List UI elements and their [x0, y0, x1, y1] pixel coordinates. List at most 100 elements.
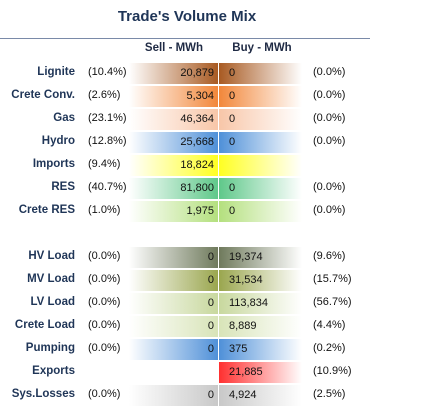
row-label: Crete Load	[14, 319, 75, 331]
buy-cell: 0	[219, 201, 302, 222]
buy-cell: 0	[219, 178, 302, 199]
buy-percent: (56.7%)	[313, 296, 352, 308]
buy-value: 375	[229, 343, 248, 355]
buy-cell: 0	[219, 132, 302, 153]
buy-value: 21,885	[229, 366, 263, 378]
table-row: Exports 21,885 (10.9%)	[0, 362, 424, 383]
table-row: Gas (23.1%) 46,364 0 (0.0%)	[0, 109, 424, 130]
sell-value: 0	[207, 320, 214, 332]
sell-value: 18,824	[180, 159, 214, 171]
buy-cell: 0	[219, 86, 302, 107]
sell-value: 25,668	[180, 136, 214, 148]
sell-cell: 0	[129, 293, 218, 314]
buy-value: 31,534	[229, 274, 263, 286]
table-row: Hydro (12.8%) 25,668 0 (0.0%)	[0, 132, 424, 153]
sell-cell: 18,824	[129, 155, 218, 176]
row-label: HV Load	[28, 250, 75, 262]
row-label: Crete RES	[18, 204, 75, 216]
table-row: Sys.Losses (0.0%) 0 4,924 (2.5%)	[0, 385, 424, 406]
sell-percent: (12.8%)	[88, 135, 127, 147]
sell-percent: (0.0%)	[88, 296, 121, 308]
sell-column-header: Sell - MWh	[144, 42, 204, 54]
buy-cell: 0	[219, 109, 302, 130]
buy-cell: 19,374	[219, 247, 302, 268]
sell-cell: 1,975	[129, 201, 218, 222]
table-row: Pumping (0.0%) 0 375 (0.2%)	[0, 339, 424, 360]
table-row: HV Load (0.0%) 0 19,374 (9.6%)	[0, 247, 424, 268]
buy-value: 0	[229, 136, 236, 148]
buy-cell: 21,885	[219, 362, 302, 383]
buy-percent: (15.7%)	[313, 273, 352, 285]
buy-percent: (0.0%)	[313, 135, 346, 147]
buy-cell	[219, 155, 302, 176]
table-row: LV Load (0.0%) 0 113,834 (56.7%)	[0, 293, 424, 314]
buy-percent: (4.4%)	[313, 319, 346, 331]
buy-percent: (0.2%)	[313, 342, 346, 354]
buy-cell: 113,834	[219, 293, 302, 314]
row-label: Gas	[53, 112, 75, 124]
table-row: Crete Conv. (2.6%) 5,304 0 (0.0%)	[0, 86, 424, 107]
buy-value: 8,889	[229, 320, 257, 332]
buy-value: 4,924	[229, 389, 257, 401]
title-divider	[0, 38, 370, 39]
buy-value: 19,374	[229, 251, 263, 263]
buy-value: 0	[229, 205, 236, 217]
sell-percent: (23.1%)	[88, 112, 127, 124]
buy-cell: 0	[219, 63, 302, 84]
sell-cell: 46,364	[129, 109, 218, 130]
sell-cell: 81,800	[129, 178, 218, 199]
sell-value: 0	[207, 389, 214, 401]
table-row: Crete RES (1.0%) 1,975 0 (0.0%)	[0, 201, 424, 222]
buy-value: 0	[229, 113, 236, 125]
row-label: Imports	[32, 158, 75, 170]
sell-percent: (0.0%)	[88, 388, 121, 400]
sell-cell: 0	[129, 339, 218, 360]
sell-cell: 0	[129, 247, 218, 268]
page-title: Trade's Volume Mix	[117, 8, 257, 25]
sell-percent: (40.7%)	[88, 181, 127, 193]
row-label: RES	[51, 181, 75, 193]
sell-value: 0	[207, 297, 214, 309]
buy-percent: (2.5%)	[313, 388, 346, 400]
row-label: Exports	[32, 365, 75, 377]
sell-cell	[129, 362, 218, 383]
sell-cell: 5,304	[129, 86, 218, 107]
sell-cell: 20,879	[129, 63, 218, 84]
buy-cell: 8,889	[219, 316, 302, 337]
table-row: Imports (9.4%) 18,824	[0, 155, 424, 176]
sell-value: 1,975	[186, 205, 214, 217]
table-row: Crete Load (0.0%) 0 8,889 (4.4%)	[0, 316, 424, 337]
row-label: Pumping	[25, 342, 75, 354]
buy-percent: (10.9%)	[313, 365, 352, 377]
buy-column-header: Buy - MWh	[232, 42, 292, 54]
buy-percent: (0.0%)	[313, 181, 346, 193]
sell-percent: (2.6%)	[88, 89, 121, 101]
sell-percent: (0.0%)	[88, 342, 121, 354]
sell-percent: (0.0%)	[88, 273, 121, 285]
sell-value: 46,364	[180, 113, 214, 125]
row-label: Lignite	[37, 66, 75, 78]
row-label: Sys.Losses	[11, 388, 75, 400]
sell-cell: 0	[129, 270, 218, 291]
buy-percent: (0.0%)	[313, 204, 346, 216]
sell-cell: 25,668	[129, 132, 218, 153]
buy-value: 0	[229, 90, 236, 102]
buy-percent: (0.0%)	[313, 66, 346, 78]
sell-value: 81,800	[180, 182, 214, 194]
sell-value: 0	[207, 274, 214, 286]
buy-percent: (0.0%)	[313, 112, 346, 124]
buy-percent: (9.6%)	[313, 250, 346, 262]
buy-value: 0	[229, 67, 236, 79]
sell-cell: 0	[129, 385, 218, 406]
sell-value: 20,879	[180, 67, 214, 79]
sell-value: 0	[207, 343, 214, 355]
buy-percent: (0.0%)	[313, 89, 346, 101]
sell-cell: 0	[129, 316, 218, 337]
sell-value: 5,304	[186, 90, 214, 102]
row-label: Hydro	[41, 135, 75, 147]
sell-percent: (0.0%)	[88, 319, 121, 331]
table-row: MV Load (0.0%) 0 31,534 (15.7%)	[0, 270, 424, 291]
sell-percent: (1.0%)	[88, 204, 121, 216]
sell-percent: (9.4%)	[88, 158, 121, 170]
buy-cell: 375	[219, 339, 302, 360]
